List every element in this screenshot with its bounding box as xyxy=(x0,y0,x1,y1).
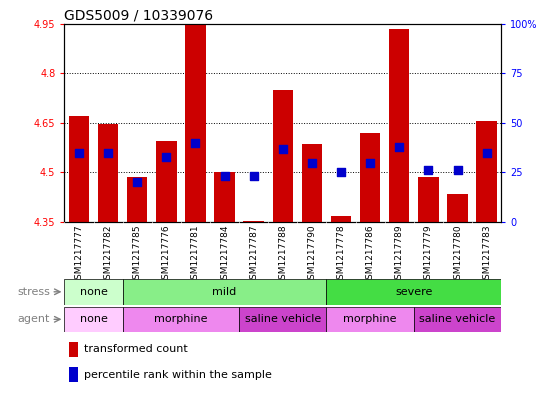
Text: GSM1217790: GSM1217790 xyxy=(307,225,316,285)
Text: none: none xyxy=(80,314,108,324)
Bar xyxy=(414,307,501,332)
Text: percentile rank within the sample: percentile rank within the sample xyxy=(84,370,272,380)
Point xyxy=(395,143,404,150)
Point xyxy=(482,149,491,156)
Bar xyxy=(477,121,497,222)
Text: morphine: morphine xyxy=(154,314,208,324)
Text: GSM1217781: GSM1217781 xyxy=(191,225,200,285)
Bar xyxy=(239,307,326,332)
Point xyxy=(366,159,375,165)
Point xyxy=(104,149,113,156)
Text: stress: stress xyxy=(17,287,50,297)
Text: none: none xyxy=(80,287,108,297)
Point xyxy=(307,159,316,165)
Bar xyxy=(302,144,322,222)
Bar xyxy=(447,194,468,222)
Bar xyxy=(156,141,176,222)
Text: GSM1217783: GSM1217783 xyxy=(482,225,491,285)
Text: GSM1217778: GSM1217778 xyxy=(337,225,346,285)
Text: GSM1217784: GSM1217784 xyxy=(220,225,229,285)
Text: transformed count: transformed count xyxy=(84,344,188,354)
Bar xyxy=(69,342,78,357)
Point xyxy=(424,167,433,174)
Bar xyxy=(360,133,380,222)
Text: mild: mild xyxy=(212,287,237,297)
Bar xyxy=(185,24,206,222)
Text: GDS5009 / 10339076: GDS5009 / 10339076 xyxy=(64,8,213,22)
Text: GSM1217787: GSM1217787 xyxy=(249,225,258,285)
Point xyxy=(453,167,462,174)
Bar xyxy=(64,307,123,332)
Bar xyxy=(123,307,239,332)
Bar xyxy=(123,279,326,305)
Point xyxy=(220,173,229,180)
Point xyxy=(133,179,142,185)
Text: agent: agent xyxy=(17,314,50,324)
Point xyxy=(74,149,83,156)
Text: GSM1217789: GSM1217789 xyxy=(395,225,404,285)
Bar xyxy=(98,125,118,222)
Bar xyxy=(69,367,78,382)
Text: morphine: morphine xyxy=(343,314,397,324)
Bar xyxy=(214,172,235,222)
Bar xyxy=(389,29,409,222)
Bar xyxy=(331,216,351,222)
Text: GSM1217776: GSM1217776 xyxy=(162,225,171,285)
Text: GSM1217785: GSM1217785 xyxy=(133,225,142,285)
Bar xyxy=(64,279,123,305)
Bar xyxy=(326,279,501,305)
Text: GSM1217782: GSM1217782 xyxy=(104,225,113,285)
Point xyxy=(191,140,200,146)
Bar xyxy=(127,177,147,222)
Bar xyxy=(273,90,293,222)
Point xyxy=(278,145,287,152)
Text: saline vehicle: saline vehicle xyxy=(419,314,496,324)
Point xyxy=(337,169,346,176)
Text: GSM1217777: GSM1217777 xyxy=(74,225,83,285)
Bar xyxy=(244,221,264,222)
Text: GSM1217788: GSM1217788 xyxy=(278,225,287,285)
Text: saline vehicle: saline vehicle xyxy=(245,314,321,324)
Text: GSM1217779: GSM1217779 xyxy=(424,225,433,285)
Text: GSM1217786: GSM1217786 xyxy=(366,225,375,285)
Point xyxy=(162,153,171,160)
Text: GSM1217780: GSM1217780 xyxy=(453,225,462,285)
Bar xyxy=(326,307,414,332)
Point xyxy=(249,173,258,180)
Bar xyxy=(418,177,438,222)
Text: severe: severe xyxy=(395,287,432,297)
Bar xyxy=(69,116,89,222)
